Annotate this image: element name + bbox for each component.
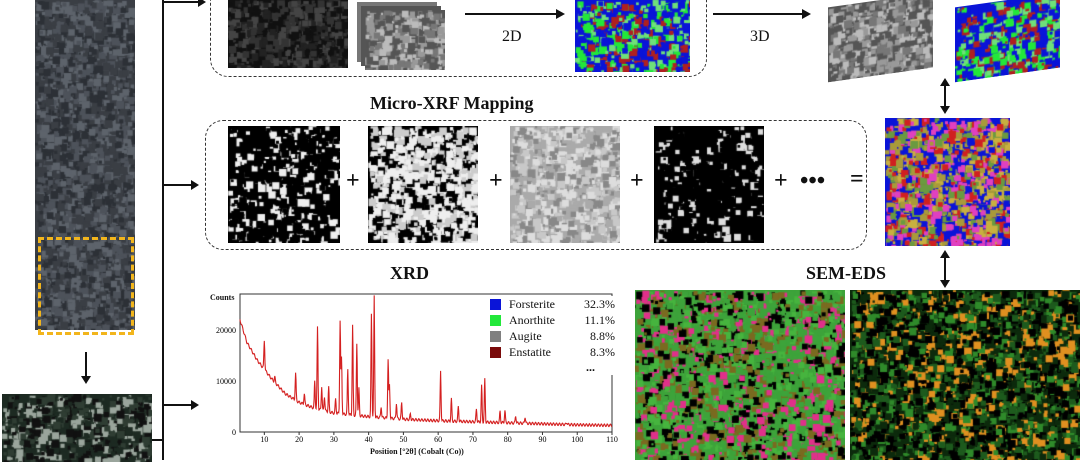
xrf-map-2: [368, 126, 478, 243]
legend-value: 8.3%: [590, 344, 615, 359]
legend-name: Enstatite: [509, 344, 551, 359]
legend-item: Anorthite 11.1%: [490, 312, 615, 328]
x-axis-label: Position [°2θ] (Cobalt (Co)): [370, 447, 464, 456]
plus-sign: +: [630, 168, 644, 194]
x-tick-label: 60: [434, 435, 442, 444]
x-tick-label: 30: [330, 435, 338, 444]
ct-panel: [210, 0, 707, 77]
legend-swatch: [490, 346, 501, 358]
sem-eds-map-1: [635, 290, 845, 460]
legend-swatch: [490, 314, 501, 326]
xrf-composite-map: [885, 118, 1010, 246]
plus-sign: +: [489, 168, 503, 194]
legend-value: 32.3%: [584, 296, 615, 311]
xrd-chart: 10 20 30 40 50 60 70 80 90 100 110 0 10000 20000 Coun…: [200, 286, 620, 460]
sem-eds-map-2: [850, 290, 1080, 460]
legend-swatch: [490, 298, 501, 310]
x-tick-label: 50: [399, 435, 407, 444]
xrf-panel: [205, 120, 867, 250]
plus-sign: +: [346, 168, 360, 194]
xrf-map-4: [654, 126, 764, 243]
equals-sign: =: [850, 166, 864, 192]
sem-title: SEM-EDS: [806, 263, 887, 283]
x-tick-label: 40: [365, 435, 373, 444]
y-tick-label: 10000: [216, 377, 236, 386]
xrf-map-3: [510, 126, 620, 243]
ellipsis: •••: [800, 168, 826, 194]
xrf-title: Micro-XRF Mapping: [370, 93, 534, 113]
legend-more: ...: [586, 360, 595, 374]
rock-core-image: [35, 0, 135, 330]
y-axis-label: Counts: [210, 293, 235, 302]
legend-item: Enstatite 8.3%: [490, 344, 615, 360]
x-tick-label: 110: [606, 435, 618, 444]
legend-name: Anorthite: [509, 312, 555, 327]
legend-value: 11.1%: [584, 312, 615, 327]
legend-value: 8.8%: [590, 328, 615, 343]
x-tick-label: 100: [571, 435, 583, 444]
label-3d: 3D: [750, 28, 770, 45]
y-tick-label: 20000: [216, 326, 236, 335]
legend-name: Augite: [509, 328, 542, 343]
legend: Forsterite 32.3% Anorthite 11.1% Augite 8.8% E…: [490, 296, 615, 375]
legend-item: Augite 8.8%: [490, 328, 615, 344]
ct-slice-image: [228, 0, 348, 68]
plus-sign: +: [774, 168, 788, 194]
x-tick-label: 10: [260, 435, 268, 444]
xrf-map-1: [228, 126, 340, 243]
legend-item: Forsterite 32.3%: [490, 296, 615, 312]
x-tick-label: 90: [538, 435, 546, 444]
xrd-series-line: [239, 295, 613, 428]
highlight-box: [38, 237, 134, 335]
x-tick-label: 70: [469, 435, 477, 444]
x-tick-label: 20: [295, 435, 303, 444]
ct-stack-image: [365, 10, 445, 70]
legend-swatch: [490, 330, 501, 342]
legend-name: Forsterite: [509, 296, 555, 311]
segmented-2d-image: [575, 0, 690, 72]
label-2d: 2D: [502, 28, 522, 45]
y-tick-label: 0: [232, 428, 236, 437]
x-tick-label: 80: [504, 435, 512, 444]
xrd-title: XRD: [390, 263, 429, 283]
cube-sample-image: [2, 394, 152, 462]
